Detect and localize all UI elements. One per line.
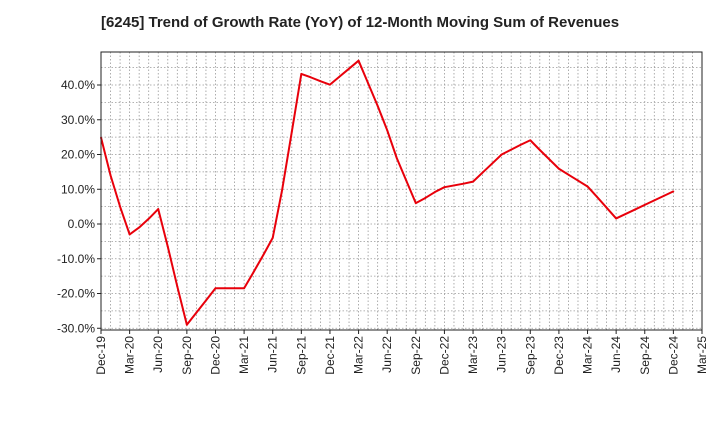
x-tick-label: Mar-20 [123, 336, 137, 374]
x-tick-label: Dec-19 [94, 336, 108, 375]
data-point [138, 226, 141, 229]
x-tick-label: Jun-21 [266, 336, 280, 373]
y-tick-label: -10.0% [57, 252, 95, 266]
data-point [491, 162, 494, 165]
y-tick-label: 10.0% [61, 182, 95, 196]
data-point [252, 271, 255, 273]
data-point [405, 179, 408, 182]
y-tick-label: 20.0% [61, 148, 95, 162]
plot-frame [100, 51, 703, 331]
data-point [558, 167, 560, 170]
data-point [290, 131, 293, 133]
data-point [481, 171, 484, 174]
x-tick-label: Dec-21 [323, 336, 337, 375]
x-tick-label: Mar-21 [237, 336, 251, 374]
data-point [386, 129, 389, 132]
data-point [453, 184, 455, 187]
data-point [214, 287, 217, 290]
data-point [338, 75, 341, 78]
x-tick-label: Dec-23 [552, 336, 566, 375]
data-point [119, 205, 121, 208]
data-point [185, 323, 188, 326]
x-tick-label: Jun-23 [495, 336, 509, 373]
x-tick-label: Sep-24 [638, 336, 652, 375]
data-point [262, 254, 265, 257]
data-point [376, 104, 379, 107]
x-tick-label: Jun-20 [151, 336, 165, 373]
data-point [271, 237, 274, 239]
data-point [577, 179, 579, 182]
data-point [319, 80, 322, 83]
y-tick-label: 30.0% [61, 113, 95, 127]
data-point [672, 190, 675, 193]
y-axis-ticks: 40.0% 30.0% 20.0% 10.0% 0.0% -10.0% -20.0% -30.… [57, 78, 101, 335]
data-point [109, 174, 112, 177]
grid-lines [101, 52, 702, 330]
data-point [329, 83, 331, 86]
data-point [424, 197, 427, 199]
x-tick-label: Dec-20 [208, 336, 222, 375]
x-tick-label: Sep-21 [294, 336, 308, 375]
data-point [233, 287, 236, 290]
data-point [395, 157, 398, 159]
data-point [653, 199, 656, 202]
y-tick-label: 0.0% [68, 217, 96, 231]
data-point [443, 186, 446, 189]
y-tick-label: -20.0% [57, 287, 95, 301]
data-point [510, 148, 513, 151]
data-point [662, 194, 665, 197]
x-tick-label: Mar-22 [352, 336, 366, 374]
data-point [596, 196, 598, 198]
data-point [166, 245, 169, 248]
data-point [176, 285, 179, 288]
data-point [300, 72, 303, 75]
series-layer [100, 59, 675, 326]
x-tick-label: Sep-23 [523, 336, 537, 375]
data-point [414, 202, 417, 205]
data-point [500, 153, 503, 156]
data-point [519, 143, 522, 146]
data-point [615, 217, 618, 220]
data-point [529, 139, 532, 142]
x-tick-label: Jun-24 [609, 336, 623, 373]
x-tick-label: Sep-20 [180, 336, 194, 375]
x-tick-label: Dec-24 [666, 336, 680, 375]
data-point [357, 59, 360, 62]
data-point [586, 185, 589, 188]
x-tick-label: Sep-22 [409, 336, 423, 375]
data-point [367, 82, 370, 85]
y-tick-label: -30.0% [57, 321, 95, 335]
data-point [195, 311, 198, 314]
x-tick-label: Mar-25 [695, 336, 709, 374]
x-tick-label: Mar-23 [466, 336, 480, 374]
x-axis-ticks: Dec-19 Mar-20 Jun-20 Sep-20 Dec-20 Mar-21 Jun-… [94, 330, 709, 375]
data-point [348, 67, 350, 70]
data-point [472, 180, 474, 183]
data-point [205, 299, 207, 302]
data-point [433, 191, 436, 193]
x-tick-label: Jun-22 [380, 336, 394, 373]
data-point [643, 204, 646, 206]
x-tick-label: Dec-22 [437, 336, 451, 375]
y-tick-label: 40.0% [61, 78, 95, 92]
data-point [128, 233, 131, 236]
data-point [157, 208, 160, 210]
data-point [243, 287, 245, 290]
data-point [634, 208, 637, 211]
data-point [605, 206, 608, 209]
data-point [147, 217, 150, 220]
x-tick-label: Mar-24 [581, 336, 595, 374]
data-point [548, 158, 551, 161]
data-point [567, 173, 570, 176]
data-point [224, 287, 226, 290]
data-point [624, 213, 627, 215]
data-point [538, 149, 541, 151]
data-point [281, 188, 284, 191]
data-point [309, 76, 312, 79]
data-point [462, 182, 465, 185]
chart-title: [6245] Trend of Growth Rate (YoY) of 12-… [100, 14, 620, 31]
